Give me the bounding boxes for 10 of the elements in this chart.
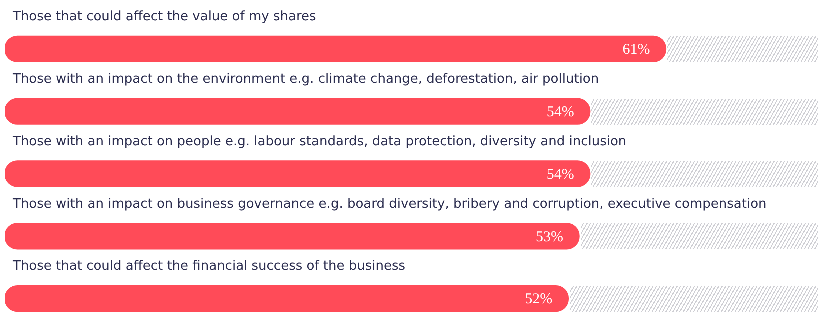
- y-tick-label: Those with an impact on business governance e.g. board diversity, bribery and corruption, executive compensation: [12, 196, 767, 212]
- data-label: 61%: [622, 42, 650, 58]
- data-label: 54%: [546, 104, 574, 121]
- y-tick-label: Those that could affect the value of my shares: [12, 10, 316, 25]
- data-label: 52%: [525, 292, 553, 308]
- data-label: 53%: [536, 229, 564, 246]
- data-label: 54%: [546, 166, 574, 183]
- y-tick-label: Those with an impact on people e.g. labour standards, data protection, diversity and inclusion: [12, 134, 627, 150]
- y-tick-label: Those that could affect the financial success of the business: [12, 259, 406, 274]
- y-tick-label: Those with an impact on the environment e.g. climate change, deforestation, air pollution: [12, 72, 600, 87]
